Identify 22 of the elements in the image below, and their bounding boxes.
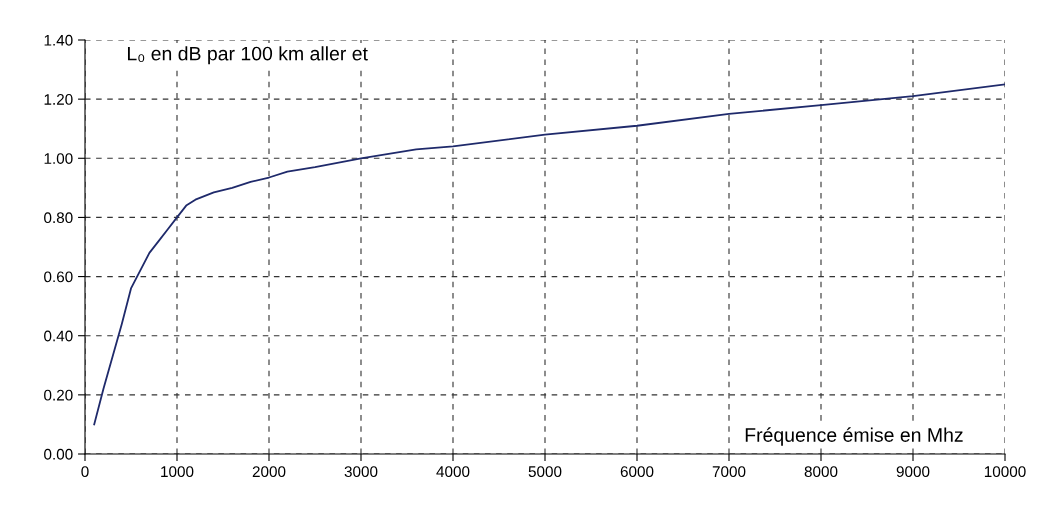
x-tick-label: 3000 [344, 466, 378, 478]
x-tick-label: 1000 [161, 466, 194, 478]
x-tick-label: 8000 [804, 466, 838, 478]
x-tick-label: 2000 [252, 466, 286, 478]
y-tick-label: 0.20 [44, 389, 73, 401]
x-tick-label: 4000 [436, 466, 470, 478]
chart-title: L₀ en dB par 100 km aller et [128, 46, 368, 65]
y-tick-label: 1.40 [44, 34, 73, 46]
x-tick-label: 0 [81, 466, 89, 478]
y-tick-label: 0.40 [44, 330, 73, 342]
x-tick-label: 9000 [896, 466, 930, 478]
y-tick-label: 1.00 [44, 153, 73, 164]
x-tick-label: 6000 [620, 466, 654, 478]
x-axis-title: Fréquence émise en Mhz [745, 427, 963, 446]
x-tick-label: 10000 [984, 466, 1026, 478]
y-tick-label: 1.20 [44, 94, 73, 105]
line-series [93, 83, 1005, 426]
y-tick-label: 0.60 [44, 271, 73, 283]
y-tick-label: 0.00 [44, 448, 73, 460]
x-tick-label: 5000 [528, 466, 562, 478]
x-tick-label: 7000 [712, 466, 746, 478]
y-tick-label: 0.80 [44, 212, 73, 224]
